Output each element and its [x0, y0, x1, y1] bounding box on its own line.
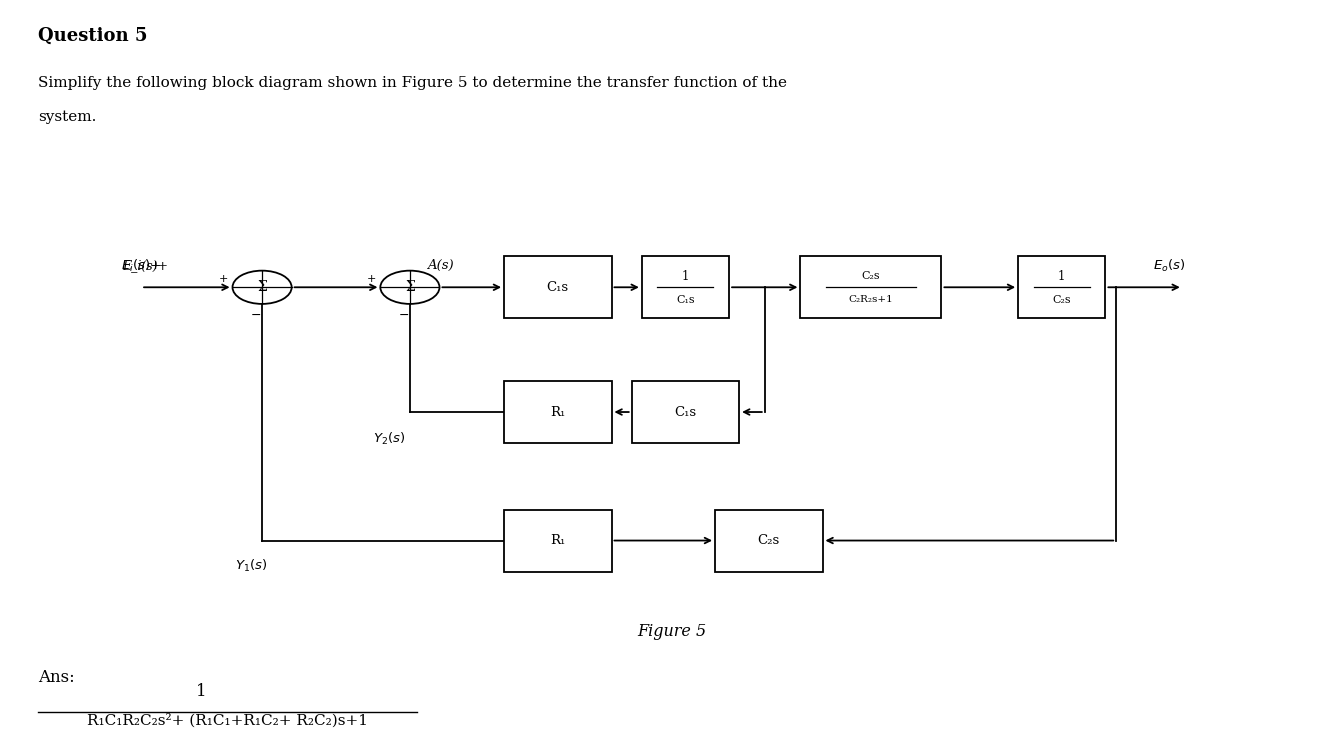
Text: $Y_1(s)$: $Y_1(s)$ [235, 558, 267, 574]
Text: C₁s: C₁s [547, 280, 569, 294]
Text: C₂s: C₂s [1052, 295, 1071, 305]
Text: R₁: R₁ [550, 534, 566, 547]
Text: $E_o(s)$: $E_o(s)$ [1153, 258, 1185, 274]
Text: C₂s: C₂s [862, 271, 880, 281]
Text: R₁C₁R₂C₂s²+ (R₁C₁+R₁C₂+ R₂C₂)s+1: R₁C₁R₂C₂s²+ (R₁C₁+R₁C₂+ R₂C₂)s+1 [86, 714, 368, 728]
Text: $Y_2(s)$: $Y_2(s)$ [374, 431, 406, 447]
Text: 1: 1 [681, 270, 689, 283]
Bar [715, 510, 823, 572]
Text: Simplify the following block diagram shown in Figure 5 to determine the transfer: Simplify the following block diagram sho… [38, 76, 786, 90]
Bar [801, 256, 941, 318]
Text: E_i(s)+: E_i(s)+ [122, 259, 168, 272]
Text: 1: 1 [1058, 270, 1066, 283]
Text: R₁: R₁ [550, 405, 566, 419]
Text: +: + [219, 274, 228, 284]
Text: system.: system. [38, 110, 95, 124]
Bar [632, 381, 739, 443]
Text: C₁s: C₁s [675, 405, 696, 419]
Bar [504, 510, 612, 572]
Circle shape [380, 271, 439, 304]
Bar [642, 256, 728, 318]
Text: Σ: Σ [257, 280, 267, 294]
Circle shape [233, 271, 292, 304]
Bar [1019, 256, 1105, 318]
Text: Σ: Σ [405, 280, 415, 294]
Bar [504, 381, 612, 443]
Text: Ans:: Ans: [38, 669, 74, 686]
Text: −: − [399, 309, 410, 322]
Text: Figure 5: Figure 5 [637, 623, 707, 640]
Text: C₂R₂s+1: C₂R₂s+1 [848, 295, 894, 304]
Text: 1: 1 [196, 683, 207, 700]
Text: A(s): A(s) [427, 259, 454, 272]
Text: Question 5: Question 5 [38, 26, 146, 45]
Text: C₂s: C₂s [758, 534, 780, 547]
Bar [504, 256, 612, 318]
Text: −: − [251, 309, 262, 322]
Text: +: + [367, 274, 376, 284]
Text: C₁s: C₁s [676, 295, 695, 305]
Text: $E_i(s)$+: $E_i(s)$+ [121, 258, 161, 274]
